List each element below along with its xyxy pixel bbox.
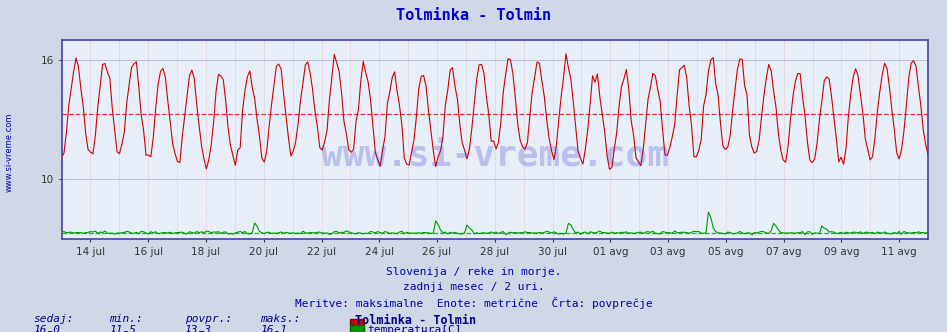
Text: 1,2: 1,2 — [109, 331, 129, 332]
Text: 3,1: 3,1 — [260, 331, 280, 332]
Text: 16,1: 16,1 — [260, 325, 288, 332]
Text: Tolminka - Tolmin: Tolminka - Tolmin — [396, 8, 551, 23]
Text: povpr.:: povpr.: — [185, 314, 232, 324]
Text: temperatura[C]: temperatura[C] — [367, 325, 462, 332]
Text: 11,5: 11,5 — [109, 325, 136, 332]
Text: pretok[m3/s]: pretok[m3/s] — [367, 331, 449, 332]
Text: zadnji mesec / 2 uri.: zadnji mesec / 2 uri. — [402, 282, 545, 292]
Text: 16,0: 16,0 — [33, 325, 61, 332]
Text: 13,3: 13,3 — [185, 325, 212, 332]
Text: www.si-vreme.com: www.si-vreme.com — [321, 138, 669, 172]
Text: 1,7: 1,7 — [185, 331, 205, 332]
Text: 1,2: 1,2 — [33, 331, 53, 332]
Text: sedaj:: sedaj: — [33, 314, 74, 324]
Text: Slovenija / reke in morje.: Slovenija / reke in morje. — [385, 267, 562, 277]
Text: maks.:: maks.: — [260, 314, 301, 324]
Text: www.si-vreme.com: www.si-vreme.com — [5, 113, 14, 193]
Text: Meritve: maksimalne  Enote: metrične  Črta: povprečje: Meritve: maksimalne Enote: metrične Črta… — [295, 297, 652, 309]
Text: min.:: min.: — [109, 314, 143, 324]
Text: Tolminka - Tolmin: Tolminka - Tolmin — [355, 314, 476, 327]
